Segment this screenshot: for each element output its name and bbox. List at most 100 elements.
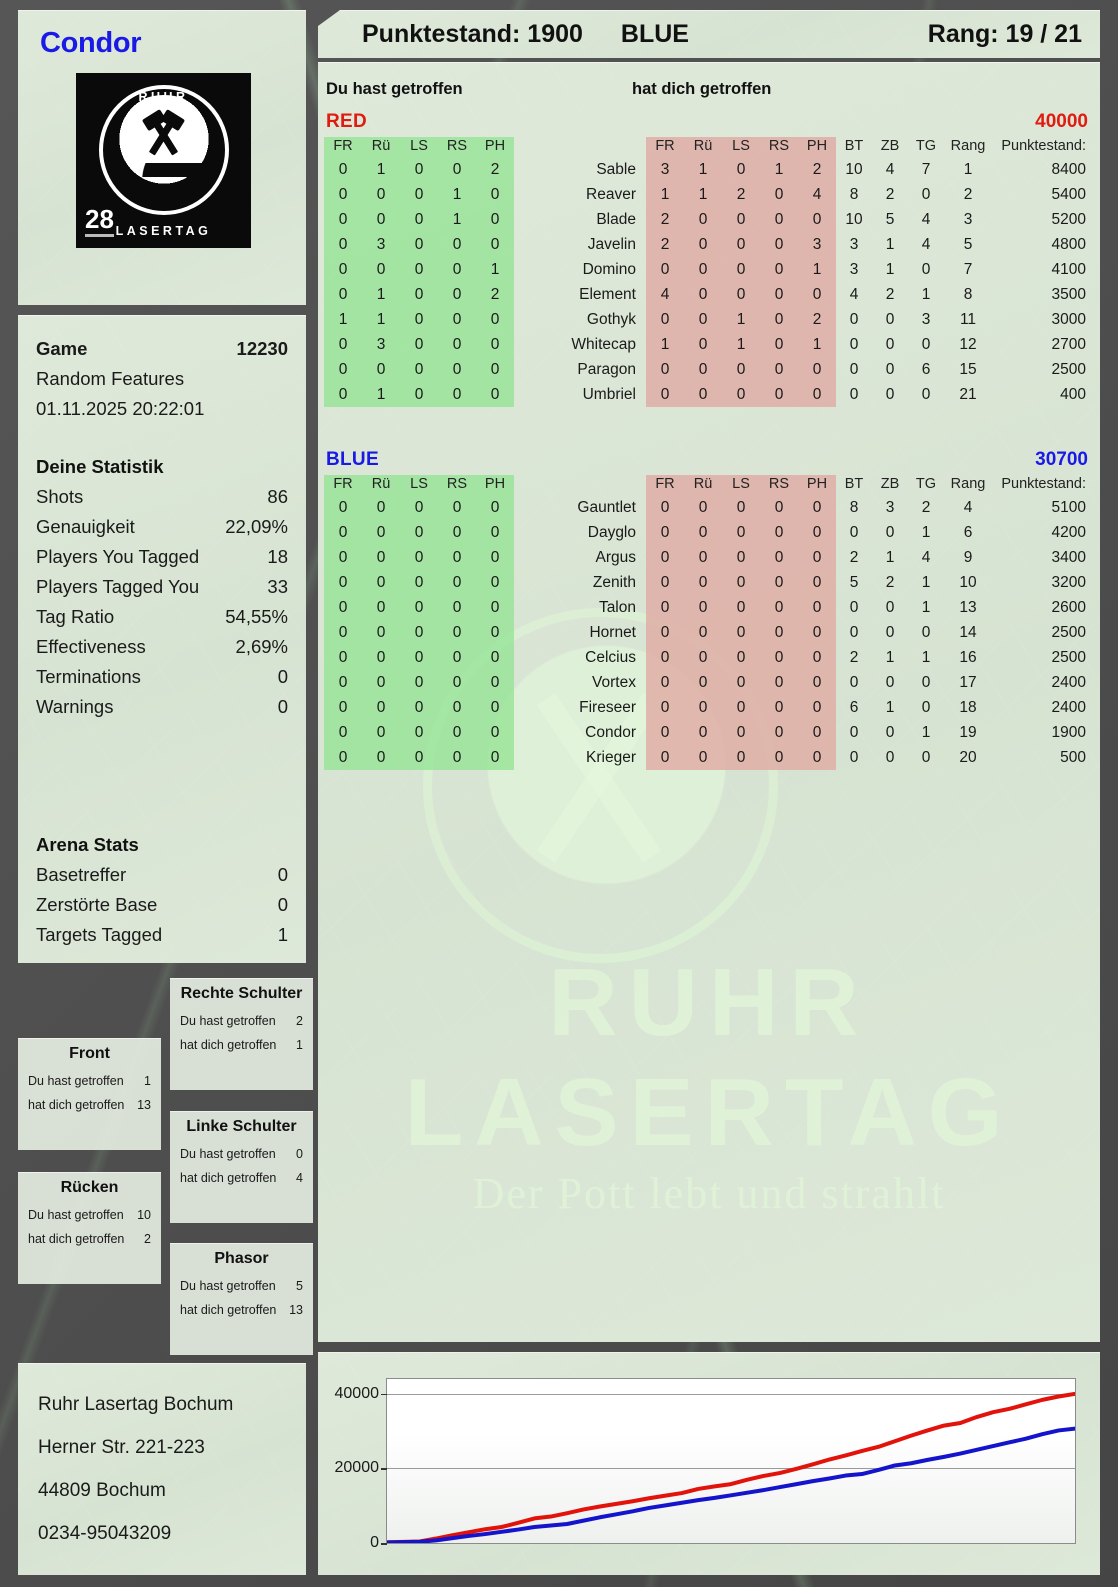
col-head-you-PH: PH — [476, 137, 514, 157]
table-row[interactable]: 0 0 0 1 0 Reaver 1 1 2 0 4 8 2 0 2 5400 — [324, 182, 1090, 207]
cell-you-RS: 0 — [438, 382, 476, 407]
cell-you-RS: 0 — [438, 545, 476, 570]
cell-rang: 17 — [959, 673, 977, 691]
table-row[interactable]: 0 0 0 0 0 Talon 0 0 0 0 0 0 0 1 13 2600 — [324, 595, 1090, 620]
col-head-them-PH: PH — [798, 137, 836, 157]
cell-them-LS: 0 — [722, 695, 760, 720]
table-header-row: FR Rü LS RS PH FR Rü LS RS PH BT ZB TG Rang Punktestan… — [324, 137, 1090, 157]
table-row[interactable]: 0 3 0 0 0 Whitecap 1 0 1 0 1 0 0 0 12 2700 — [324, 332, 1090, 357]
cell-them-FR: 0 — [646, 670, 684, 695]
table-row[interactable]: 0 1 0 0 2 Sable 3 1 0 1 2 10 4 7 1 8400 — [324, 157, 1090, 182]
cell-you-Rü: 0 — [362, 207, 400, 232]
cell-rang: 20 — [959, 748, 977, 766]
cell-them-Rü: 0 — [684, 282, 722, 307]
cell-rang: 6 — [963, 523, 973, 541]
cell-points: 2500 — [1051, 623, 1086, 641]
cell-them-Rü: 0 — [684, 645, 722, 670]
cell-points: 2400 — [1051, 698, 1086, 716]
cell-you-RS: 0 — [438, 232, 476, 257]
logo-ring — [99, 85, 229, 215]
stat-label: Players You Tagged — [36, 546, 200, 567]
table-row[interactable]: 0 0 0 0 0 Paragon 0 0 0 0 0 0 0 6 15 2500 — [324, 357, 1090, 382]
col-head-ZB: ZB — [880, 476, 900, 492]
table-row[interactable]: 0 0 0 0 0 Fireseer 0 0 0 0 0 6 1 0 18 2400 — [324, 695, 1090, 720]
cell-you-PH: 0 — [476, 495, 514, 520]
cell-you-LS: 0 — [400, 570, 438, 595]
zone-you-hit-row: Du hast getroffen 2 — [180, 1009, 303, 1033]
cell-player-name: Umbriel — [582, 385, 636, 403]
cell-zb: 2 — [885, 185, 895, 203]
cell-them-LS: 1 — [722, 307, 760, 332]
cell-points: 3500 — [1051, 285, 1086, 303]
table-row[interactable]: 0 0 0 0 0 Hornet 0 0 0 0 0 0 0 0 14 2500 — [324, 620, 1090, 645]
cell-points: 4800 — [1051, 235, 1086, 253]
cell-you-Rü: 0 — [362, 182, 400, 207]
table-row[interactable]: 0 0 0 0 0 Gauntlet 0 0 0 0 0 8 3 2 4 5100 — [324, 495, 1090, 520]
stat-row: Targets Tagged 1 — [36, 920, 288, 950]
cell-them-LS: 0 — [722, 382, 760, 407]
table-row[interactable]: 0 1 0 0 2 Element 4 0 0 0 0 4 2 1 8 3500 — [324, 282, 1090, 307]
table-row[interactable]: 0 0 0 0 0 Vortex 0 0 0 0 0 0 0 0 17 2400 — [324, 670, 1090, 695]
col-head-TG: TG — [915, 138, 937, 154]
cell-rang: 2 — [963, 185, 973, 203]
cell-points: 3400 — [1051, 548, 1086, 566]
col-head-them-FR: FR — [646, 475, 684, 495]
table-row[interactable]: 0 0 0 0 0 Krieger 0 0 0 0 0 0 0 0 20 500 — [324, 745, 1090, 770]
body-zone-ruecken: Rücken Du hast getroffen 10 hat dich getrof… — [18, 1172, 161, 1284]
cell-points: 500 — [1060, 748, 1086, 766]
cell-you-PH: 0 — [476, 182, 514, 207]
wave-icon — [109, 163, 219, 177]
cell-points: 4100 — [1051, 260, 1086, 278]
stat-label: Targets Tagged — [36, 924, 163, 945]
table-row[interactable]: 0 3 0 0 0 Javelin 2 0 0 0 3 3 1 4 5 4800 — [324, 232, 1090, 257]
cell-them-PH: 1 — [798, 332, 836, 357]
cell-you-LS: 0 — [400, 307, 438, 332]
cell-them-FR: 0 — [646, 570, 684, 595]
cell-you-FR: 0 — [324, 570, 362, 595]
cell-you-FR: 1 — [324, 307, 362, 332]
stat-label: Shots — [36, 486, 84, 507]
cell-you-Rü: 0 — [362, 545, 400, 570]
cell-them-RS: 0 — [760, 520, 798, 545]
zone-title: Linke Schulter — [186, 1118, 297, 1135]
cell-tg: 3 — [921, 310, 931, 328]
table-row[interactable]: 0 0 0 0 1 Domino 0 0 0 0 1 3 1 0 7 4100 — [324, 257, 1090, 282]
cell-you-LS: 0 — [400, 332, 438, 357]
cell-them-Rü: 0 — [684, 495, 722, 520]
body-zone-front: Front Du hast getroffen 1 hat dich getroffe… — [18, 1038, 161, 1150]
stat-row: Players You Tagged 18 — [36, 542, 288, 572]
cell-you-LS: 0 — [400, 745, 438, 770]
table-row[interactable]: 0 0 0 0 0 Condor 0 0 0 0 0 0 0 1 19 1900 — [324, 720, 1090, 745]
table-row[interactable]: 1 1 0 0 0 Gothyk 0 0 1 0 2 0 0 3 11 3000 — [324, 307, 1090, 332]
cell-player-name: Blade — [596, 210, 636, 228]
table-row[interactable]: 0 0 0 0 0 Argus 0 0 0 0 0 2 1 4 9 3400 — [324, 545, 1090, 570]
cell-bt: 0 — [849, 723, 859, 741]
stat-value: 22,09% — [225, 516, 288, 537]
watermark-line1: RUHR — [548, 949, 870, 1056]
address-line: Ruhr Lasertag Bochum — [38, 1394, 234, 1415]
table-row[interactable]: 0 0 0 1 0 Blade 2 0 0 0 0 10 5 4 3 5200 — [324, 207, 1090, 232]
cell-player-name: Vortex — [592, 673, 636, 691]
table-row[interactable]: 0 0 0 0 0 Dayglo 0 0 0 0 0 0 0 1 6 4200 — [324, 520, 1090, 545]
zone-you-hit-label: Du hast getroffen — [28, 1074, 124, 1088]
cell-you-RS: 0 — [438, 695, 476, 720]
your-statistics-title: Deine Statistik — [36, 456, 164, 477]
cell-them-LS: 0 — [722, 720, 760, 745]
col-head-you-LS: LS — [400, 475, 438, 495]
cell-them-PH: 2 — [798, 157, 836, 182]
cell-them-FR: 2 — [646, 232, 684, 257]
cell-you-PH: 2 — [476, 282, 514, 307]
cell-bt: 2 — [849, 548, 859, 566]
zone-hit-you-label: hat dich getroffen — [180, 1171, 277, 1185]
cell-you-LS: 0 — [400, 182, 438, 207]
cell-bt: 0 — [849, 310, 859, 328]
cell-you-RS: 0 — [438, 495, 476, 520]
cell-bt: 8 — [849, 185, 859, 203]
table-row[interactable]: 0 0 0 0 0 Celcius 0 0 0 0 0 2 1 1 16 2500 — [324, 645, 1090, 670]
cell-them-RS: 0 — [760, 332, 798, 357]
table-row[interactable]: 0 1 0 0 0 Umbriel 0 0 0 0 0 0 0 0 21 400 — [324, 382, 1090, 407]
team-name-blue: BLUE — [326, 449, 379, 470]
cell-you-FR: 0 — [324, 207, 362, 232]
col-head-you-RS: RS — [438, 137, 476, 157]
table-row[interactable]: 0 0 0 0 0 Zenith 0 0 0 0 0 5 2 1 10 3200 — [324, 570, 1090, 595]
